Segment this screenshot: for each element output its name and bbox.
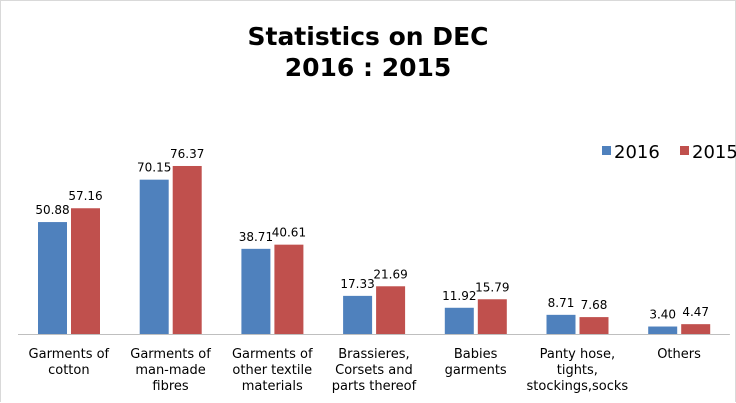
category-labels: Garments of cotton Garments of man-made fibr… <box>29 347 702 394</box>
data-label-2015-3: 40.61 <box>272 226 306 240</box>
data-label-2016-4: 17.33 <box>340 277 374 291</box>
category-label-7: Others <box>657 347 701 362</box>
bar-2016-4 <box>343 295 373 334</box>
data-label-2015-2: 76.37 <box>170 147 204 161</box>
data-label-2015-1: 57.16 <box>68 189 102 203</box>
data-label-2016-6: 8.71 <box>548 296 575 310</box>
data-label-2016-5: 11.92 <box>442 289 476 303</box>
category-label-3: Garments of other textile materials <box>232 347 313 394</box>
chart-legend: 2016 2015 <box>602 142 736 163</box>
data-label-2016-2: 70.15 <box>137 161 171 175</box>
data-label-2016-1: 50.88 <box>35 203 69 217</box>
chart-title-line-1: Statistics on DEC <box>247 22 488 51</box>
data-label-2016-3: 38.71 <box>239 230 273 244</box>
data-label-2015-6: 7.68 <box>581 298 608 312</box>
bar-2016-3 <box>241 248 271 334</box>
data-label-2016-7: 3.40 <box>649 308 676 322</box>
bar-2016-5 <box>444 307 474 334</box>
data-label-2015-7: 4.47 <box>682 305 709 319</box>
bar-2015-1 <box>71 208 100 334</box>
data-label-2015-5: 15.79 <box>475 280 509 294</box>
legend-swatch-2016 <box>602 146 611 155</box>
bar-2015-2 <box>172 165 202 334</box>
bar-2016-1 <box>38 222 67 334</box>
category-label-6: Panty hose, tights, stockings,socks <box>527 347 629 394</box>
bar-2015-5 <box>477 299 507 334</box>
legend-label-2015: 2015 <box>692 142 736 163</box>
bar-2015-7 <box>681 324 711 334</box>
bar-2016-6 <box>546 314 576 334</box>
category-label-1: Garments of cotton <box>29 347 110 378</box>
bar-2016-7 <box>648 326 678 334</box>
bar-2015-6 <box>579 317 609 334</box>
bar-2015-3 <box>274 244 304 334</box>
data-label-2015-4: 21.69 <box>373 267 407 281</box>
chart-title-line-2: 2016 : 2015 <box>285 53 452 82</box>
category-label-2: Garments of man-made fibres <box>130 347 211 394</box>
category-label-4: Brassieres, Corsets and parts thereof <box>332 347 417 394</box>
category-label-5: Babies garments <box>445 347 507 378</box>
legend-swatch-2015 <box>680 146 689 155</box>
bar-2015-4 <box>376 286 406 334</box>
legend-label-2016: 2016 <box>614 142 660 163</box>
bars <box>38 165 711 334</box>
bar-2016-2 <box>139 179 169 334</box>
